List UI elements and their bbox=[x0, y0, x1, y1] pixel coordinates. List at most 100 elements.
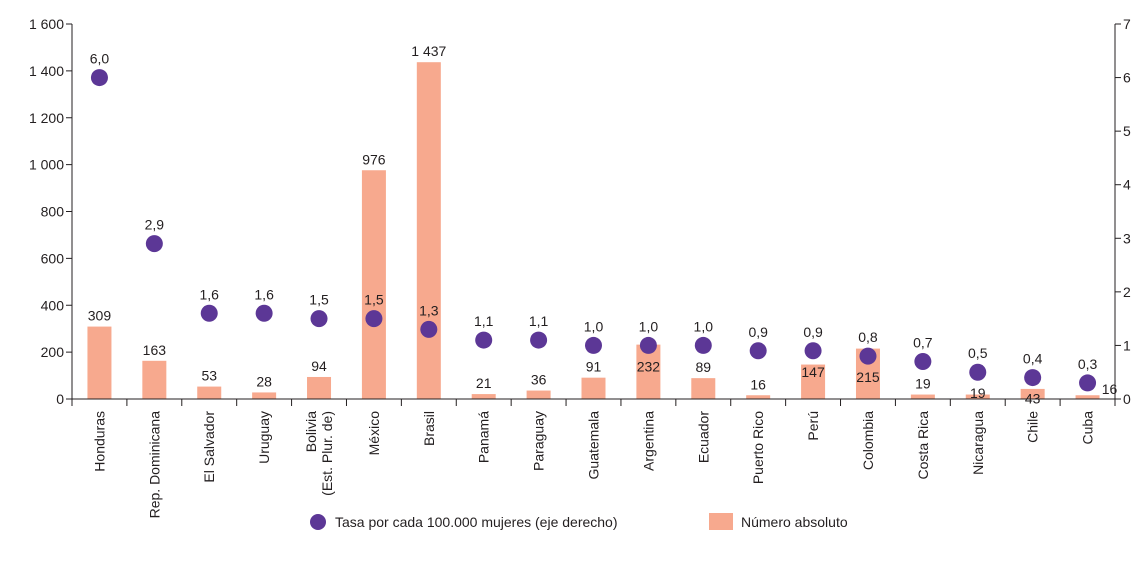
points-layer bbox=[90, 69, 1097, 392]
y-left-tick-label: 400 bbox=[41, 297, 65, 313]
y-left-tick-label: 200 bbox=[41, 344, 65, 360]
rate-point bbox=[1079, 374, 1097, 392]
y-right-tick-label: 2 bbox=[1123, 284, 1131, 300]
bar bbox=[87, 326, 112, 399]
bar-value-label: 16 bbox=[1102, 381, 1118, 397]
bar bbox=[197, 386, 222, 399]
rate-point bbox=[804, 342, 822, 360]
bar bbox=[581, 377, 606, 399]
rate-value-label: 1,5 bbox=[364, 292, 384, 308]
rate-value-label: 6,0 bbox=[90, 51, 110, 67]
x-tick-label: Uruguay bbox=[256, 411, 272, 464]
x-tick-label: Guatemala bbox=[586, 411, 602, 480]
rate-value-label: 1,6 bbox=[254, 286, 274, 302]
bar-value-label: 19 bbox=[970, 385, 986, 401]
bar bbox=[801, 364, 826, 399]
rate-point bbox=[255, 304, 273, 322]
bar bbox=[361, 170, 386, 399]
rate-value-label: 1,0 bbox=[584, 318, 604, 334]
data-labels-layer: 309 163 53 28 94 976 1 437 21 36 91 232 89 16 147 215 1… bbox=[88, 43, 1118, 406]
bar-value-label: 43 bbox=[1025, 391, 1041, 407]
y-left-tick-label: 1 400 bbox=[29, 63, 64, 79]
rate-value-label: 0,9 bbox=[748, 324, 768, 340]
bar-value-label: 21 bbox=[476, 375, 492, 391]
rate-value-label: 1,3 bbox=[419, 302, 439, 318]
x-tick-label: El Salvador bbox=[201, 411, 217, 483]
y-left-tick-label: 1 600 bbox=[29, 16, 64, 32]
x-tick-label: Bolivia(Est. Plur. de) bbox=[303, 411, 335, 496]
y-right-tick-label: 5 bbox=[1123, 123, 1131, 139]
bar bbox=[746, 395, 771, 399]
legend-square-marker bbox=[709, 513, 733, 530]
rate-point bbox=[475, 331, 493, 349]
bar-value-label: 94 bbox=[311, 358, 327, 374]
bar-value-label: 1 437 bbox=[411, 43, 446, 59]
bar bbox=[910, 394, 935, 399]
rate-point bbox=[969, 363, 987, 381]
bar bbox=[1020, 388, 1045, 399]
bar-value-label: 147 bbox=[801, 364, 825, 380]
bar-value-label: 976 bbox=[362, 151, 386, 167]
rate-point bbox=[639, 336, 657, 354]
x-tick-label: Ecuador bbox=[695, 411, 711, 463]
legend: Tasa por cada 100.000 mujeres (eje derec… bbox=[310, 513, 848, 530]
bar-value-label: 16 bbox=[750, 376, 766, 392]
bar bbox=[526, 390, 551, 399]
x-tick-label: Brasil bbox=[421, 411, 437, 446]
y-right-tick-label: 6 bbox=[1123, 70, 1131, 86]
legend-label-rate: Tasa por cada 100.000 mujeres (eje derec… bbox=[335, 514, 618, 530]
x-tick-label: Colombia bbox=[860, 411, 876, 470]
y-left-tick-label: 0 bbox=[56, 391, 64, 407]
y-left-tick-label: 1 000 bbox=[29, 157, 64, 173]
rate-point bbox=[585, 336, 602, 354]
rate-point bbox=[200, 304, 218, 322]
rate-value-label: 1,1 bbox=[529, 313, 549, 329]
rate-point bbox=[365, 310, 383, 328]
bar bbox=[416, 62, 441, 399]
bar-value-label: 91 bbox=[586, 359, 602, 375]
x-tick-label: Costa Rica bbox=[915, 411, 931, 480]
bar-value-label: 89 bbox=[696, 359, 712, 375]
y-left-tick-label: 600 bbox=[41, 250, 65, 266]
rate-value-label: 1,0 bbox=[694, 318, 714, 334]
rate-point bbox=[859, 347, 877, 365]
y-right-tick-label: 4 bbox=[1123, 177, 1131, 193]
bar-value-label: 53 bbox=[201, 368, 217, 384]
y-right-tick-label: 1 bbox=[1123, 337, 1131, 353]
rate-value-label: 2,9 bbox=[145, 217, 165, 233]
rate-value-label: 1,0 bbox=[639, 318, 659, 334]
x-tick-label: Argentina bbox=[640, 411, 656, 471]
x-tick-label: Cuba bbox=[1080, 411, 1096, 445]
legend-circle-marker bbox=[310, 514, 326, 530]
rate-point bbox=[90, 69, 108, 87]
rate-value-label: 0,3 bbox=[1078, 356, 1098, 372]
rate-value-label: 0,8 bbox=[858, 329, 878, 345]
y-right-tick-label: 0 bbox=[1123, 391, 1131, 407]
x-tick-label: Puerto Rico bbox=[750, 411, 766, 484]
rate-point bbox=[310, 310, 328, 328]
bar bbox=[142, 360, 167, 399]
x-tick-label: Chile bbox=[1025, 411, 1041, 443]
rate-point bbox=[694, 336, 712, 354]
bar-value-label: 215 bbox=[856, 369, 880, 385]
bar-value-label: 163 bbox=[143, 342, 167, 358]
x-tick-label: Perú bbox=[805, 411, 821, 441]
y-left-tick-label: 800 bbox=[41, 204, 65, 220]
bar-value-label: 232 bbox=[637, 358, 661, 374]
rate-value-label: 1,6 bbox=[200, 286, 220, 302]
x-tick-label: Panamá bbox=[476, 411, 492, 463]
y-left-tick-label: 1 200 bbox=[29, 110, 64, 126]
rate-value-label: 0,4 bbox=[1023, 351, 1043, 367]
x-tick-label: Rep. Dominicana bbox=[146, 411, 162, 519]
rate-value-label: 0,5 bbox=[968, 345, 988, 361]
bar bbox=[965, 394, 990, 399]
x-tick-label: Honduras bbox=[91, 411, 107, 472]
rate-point bbox=[1024, 369, 1042, 387]
axes-layer: 0 200 400 600 800 1 000 1 200 1 400 1 600 0 1 2 3 4 5 6… bbox=[29, 16, 1131, 518]
rate-value-label: 1,5 bbox=[309, 292, 329, 308]
rate-point bbox=[420, 320, 438, 338]
y-right-tick-label: 7 bbox=[1123, 16, 1131, 32]
rate-point bbox=[914, 353, 932, 370]
bars-layer bbox=[87, 62, 1100, 399]
